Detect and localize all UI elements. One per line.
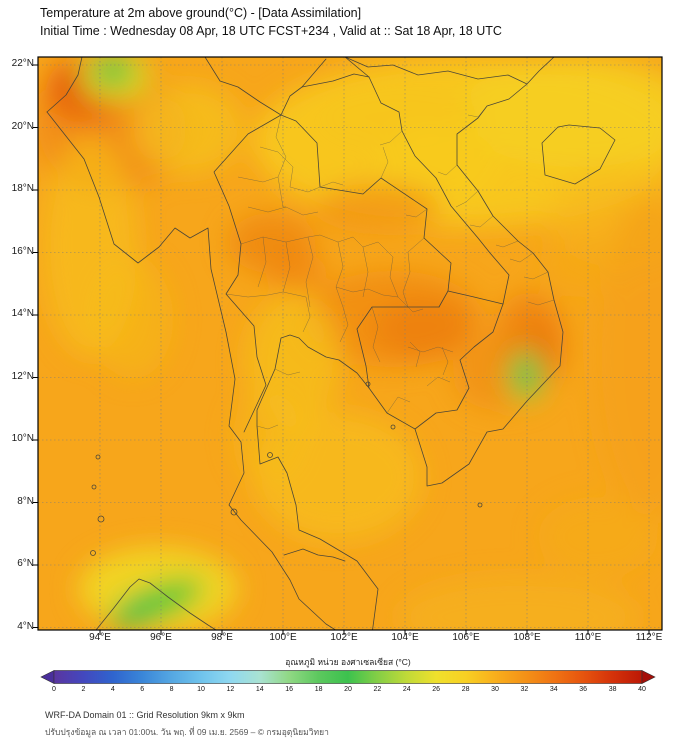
colorbar-right-arrow	[641, 670, 656, 684]
lat-label: 20°N	[11, 120, 34, 132]
lon-label: 106°E	[452, 632, 480, 643]
lat-label: 22°N	[11, 58, 34, 69]
province-borders	[225, 105, 555, 430]
colorbar-tick-label: 14	[255, 686, 264, 693]
colorbar-tick-label: 16	[285, 686, 294, 693]
lon-label: 112°E	[635, 632, 663, 643]
lat-label: 16°N	[11, 245, 34, 257]
colorbar-tick-label: 28	[461, 686, 470, 693]
colorbar-tick-label: 38	[608, 686, 617, 693]
lat-label: 12°N	[11, 370, 34, 382]
colorbar-tick-label: 26	[432, 686, 441, 693]
colorbar-ticks: 0 2 4 6 8 10 12 14 16 18 20 22 24 26 28 30 32 34 36 38 40	[40, 686, 656, 696]
lat-label: 14°N	[11, 308, 34, 319]
lon-axis: 94°E 96°E 98°E 100°E 102°E 104°E 106°E 108°E 110…	[38, 632, 662, 646]
page-title: Temperature at 2m above ground(°C) - [Da…	[40, 6, 362, 20]
colorbar-gradient-bar	[53, 670, 643, 684]
colorbar-tick-label: 36	[579, 686, 588, 693]
footer-update-info: ปรับปรุงข้อมูล ณ เวลา 01:00น. วัน พฤ. ที…	[45, 727, 329, 737]
colorbar-tick-label: 12	[226, 686, 235, 693]
colorbar-tick-label: 22	[373, 686, 382, 693]
colorbar-left-arrow	[40, 670, 55, 684]
lon-label: 102°E	[330, 632, 358, 643]
coastline-country-borders	[46, 57, 616, 630]
colorbar-tick-label: 0	[52, 686, 56, 693]
lon-label: 104°E	[391, 632, 419, 643]
map-frame-border	[37, 56, 663, 631]
map-svg	[33, 56, 663, 635]
page-subtitle: Initial Time : Wednesday 08 Apr, 18 UTC …	[40, 24, 502, 38]
map-canvas	[33, 56, 663, 635]
colorbar-tick-label: 24	[402, 686, 411, 693]
lat-label: 6°N	[17, 558, 34, 569]
colorbar-tick-label: 2	[81, 686, 86, 693]
lon-label: 94°E	[89, 632, 111, 643]
colorbar	[40, 670, 656, 684]
colorbar-tick-label: 4	[110, 686, 115, 693]
lat-axis: 22°N 20°N 18°N 16°N 14°N 12°N 10°N 8°N 6°N 4°N	[0, 57, 35, 632]
colorbar-tick-label: 18	[314, 686, 323, 693]
lat-label: 8°N	[17, 495, 34, 507]
axis-ticks	[33, 64, 650, 635]
colorbar-tick-label: 40	[638, 686, 646, 693]
lat-label: 4°N	[17, 620, 34, 632]
colorbar-tick-label: 32	[520, 686, 529, 693]
grid-lines	[38, 57, 662, 630]
colorbar-title: อุณหภูมิ หน่วย องศาเซลเซียส (°C)	[285, 657, 411, 667]
lat-label: 10°N	[11, 433, 34, 444]
lon-label: 96°E	[150, 632, 172, 643]
temperature-field	[38, 57, 662, 630]
footer-domain-info: WRF-DA Domain 01 :: Grid Resolution 9km …	[45, 710, 245, 720]
lon-label: 100°E	[269, 632, 297, 643]
colorbar-tick-label: 8	[169, 686, 174, 693]
lon-label: 108°E	[513, 632, 541, 643]
colorbar-tick-label: 30	[491, 686, 499, 693]
lon-label: 110°E	[574, 632, 602, 643]
colorbar-tick-label: 34	[549, 686, 558, 693]
colorbar-tick-label: 20	[344, 686, 352, 693]
colorbar-tick-label: 6	[140, 686, 145, 693]
lat-label: 18°N	[11, 183, 34, 194]
colorbar-tick-label: 10	[197, 686, 205, 693]
lon-label: 98°E	[211, 632, 233, 643]
